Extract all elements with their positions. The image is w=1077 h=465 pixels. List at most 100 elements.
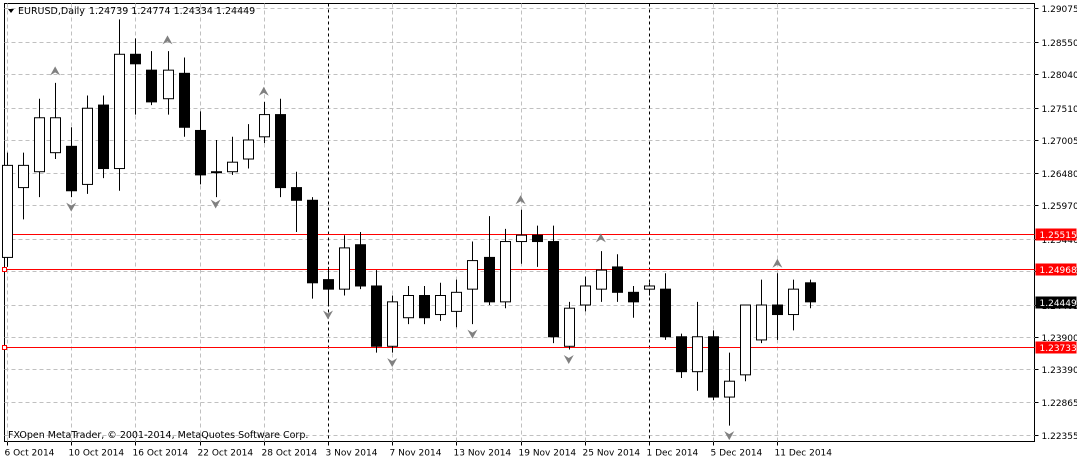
candle-body-bull [436, 296, 446, 315]
candle [806, 280, 816, 309]
candle [517, 210, 527, 264]
candle [581, 276, 591, 311]
candle-body-bear [677, 337, 687, 372]
candle-body-bull [452, 292, 462, 311]
time-axis[interactable]: 6 Oct 2014 10 Oct 2014 16 Oct 2014 22 Oct 2… [5, 442, 833, 459]
candle-body-bear [308, 200, 318, 283]
candle-body-bear [485, 257, 495, 301]
grid [5, 4, 1035, 442]
dropdown-triangle-icon[interactable] [8, 9, 14, 13]
x-tick-label: 13 Nov 2014 [454, 449, 512, 459]
x-tick-label: 3 Nov 2014 [326, 449, 378, 459]
candle-body-bear [629, 292, 639, 302]
candle-body-bull [597, 270, 607, 289]
candle-body-bull [19, 165, 29, 187]
ohlc-values: 1.24739 1.24774 1.24334 1.24449 [89, 6, 255, 17]
x-tick-label: 28 Oct 2014 [262, 449, 318, 459]
candle [147, 51, 157, 105]
candle [292, 172, 302, 232]
candle-body-bull [725, 381, 735, 397]
candle-body-bear [661, 289, 671, 337]
y-tick-label: 1.28040 [1042, 71, 1077, 81]
candle [260, 102, 270, 143]
candle [388, 296, 398, 353]
candle [661, 273, 671, 340]
candle [276, 99, 286, 197]
candle-body-bull [340, 248, 350, 289]
candle-body-bull [517, 235, 527, 241]
candle [372, 270, 382, 353]
candle [340, 235, 350, 295]
fractal-up-icon [259, 87, 269, 96]
candle-body-bear [67, 146, 77, 190]
candle-body-bull [260, 115, 270, 137]
candle-body-bull [83, 108, 93, 184]
candle [725, 353, 735, 426]
x-tick-label: 16 Oct 2014 [133, 449, 189, 459]
level-price-label-text: 1.25515 [1040, 231, 1077, 241]
candle [629, 286, 639, 318]
candle [51, 83, 61, 159]
candle [709, 330, 719, 400]
x-tick-label: 25 Nov 2014 [583, 449, 641, 459]
y-tick-label: 1.29075 [1042, 5, 1077, 15]
candle-body-bull [565, 308, 575, 346]
candle-body-bull [244, 140, 254, 159]
candle [35, 99, 45, 197]
candle [773, 273, 783, 340]
candle-body-bear [549, 242, 559, 337]
x-tick-label: 10 Oct 2014 [69, 449, 125, 459]
x-tick-label: 6 Oct 2014 [5, 449, 55, 459]
candle-body-bear [196, 130, 206, 174]
candle [501, 229, 511, 308]
candle [212, 140, 222, 197]
level-price-label-text: 1.24968 [1040, 266, 1077, 276]
chart-header: EURUSD,Daily 1.24739 1.24774 1.24334 1.2… [8, 6, 255, 17]
candle-body-bear [99, 105, 109, 168]
candle [83, 96, 93, 194]
candle [677, 334, 687, 378]
candle [99, 96, 109, 179]
x-tick-label: 19 Nov 2014 [519, 449, 577, 459]
candle [693, 302, 703, 391]
candle [757, 280, 767, 343]
level-handle[interactable] [3, 268, 7, 272]
candle-body-bull [789, 289, 799, 314]
candle [485, 216, 495, 305]
candle [131, 38, 141, 114]
candle [308, 197, 318, 299]
candle [324, 267, 334, 305]
candle [164, 51, 174, 114]
candle [196, 111, 206, 184]
candle-body-bull [388, 302, 398, 346]
price-axis[interactable]: 1.290751.285501.280401.275101.270051.264… [1035, 5, 1077, 442]
candle-body-bear [292, 188, 302, 201]
candle [789, 280, 799, 331]
candle [533, 226, 543, 267]
candle-body-bull [501, 242, 511, 302]
candle [565, 302, 575, 350]
candle-body-bull [212, 172, 222, 173]
x-tick-label: 22 Oct 2014 [198, 449, 254, 459]
candle [19, 153, 29, 220]
candle-body-bull [35, 118, 45, 172]
y-tick-label: 1.22355 [1042, 432, 1077, 442]
candle [436, 283, 446, 321]
candle-body-bear [356, 245, 366, 286]
candle-body-bull [228, 162, 238, 172]
y-tick-label: 1.27510 [1042, 105, 1077, 115]
level-handle[interactable] [3, 346, 7, 350]
candle [404, 286, 414, 324]
fractal-down-icon [66, 203, 76, 212]
candle-body-bear [276, 115, 286, 188]
x-tick-label: 5 Dec 2014 [711, 449, 763, 459]
candle [549, 226, 559, 343]
candle-body-bull [115, 54, 125, 168]
candle [180, 57, 190, 136]
candle [420, 286, 430, 324]
y-tick-label: 1.28550 [1042, 39, 1077, 49]
level-price-label-text: 1.23733 [1040, 344, 1077, 354]
y-tick-label: 1.26480 [1042, 170, 1077, 180]
